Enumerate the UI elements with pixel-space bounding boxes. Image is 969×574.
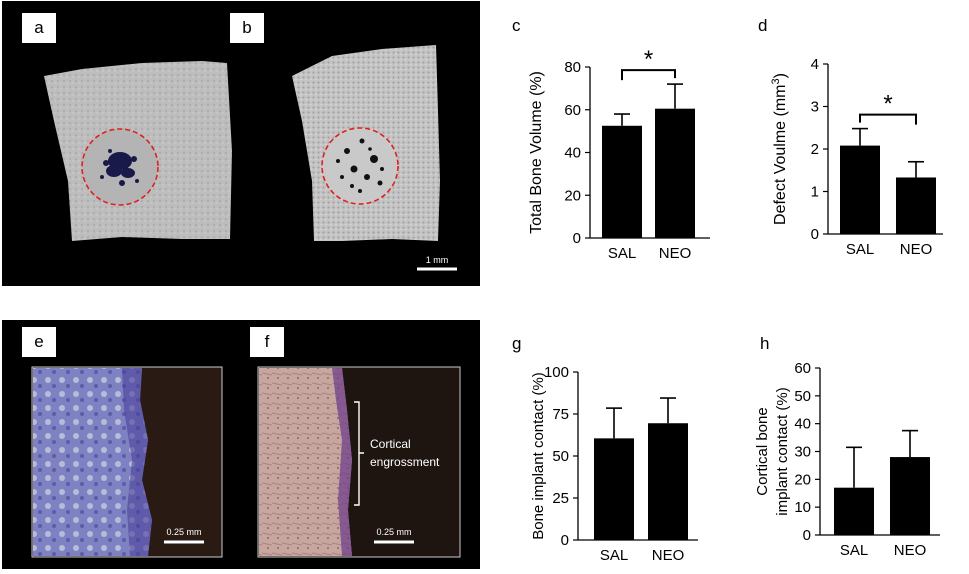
x-tick-label: NEO	[900, 241, 933, 258]
panel-label-g: g	[512, 334, 522, 353]
y-tick-label: 0	[811, 226, 819, 243]
significance-marker: *	[883, 91, 892, 118]
y-axis-label: Cortical bone	[754, 407, 771, 495]
micro-ct-images: 1 mm	[44, 45, 457, 271]
x-tick-label: SAL	[608, 245, 636, 262]
y-tick-label: 4	[811, 56, 819, 73]
scale-bar-label: 1 mm	[426, 255, 449, 265]
y-axis-label: Defect Voulme (mm3)	[770, 73, 789, 225]
chart-defect-volume: 0 1 2 3 4 Defect Voulme (mm3) SAL NEO *	[770, 56, 943, 258]
bar-neo	[648, 423, 688, 540]
scale-bar-label-f: 0.25 mm	[376, 527, 411, 537]
x-tick-label: SAL	[846, 241, 874, 258]
x-tick-label: NEO	[894, 542, 927, 559]
panel-label-e: e	[22, 327, 56, 357]
panel-label-b: b	[230, 13, 264, 43]
bar-sal	[834, 487, 874, 535]
y-tick-label: 40	[564, 145, 581, 162]
y-tick-label: 60	[794, 360, 811, 377]
histology-panel: 0.25 mm Cortical engrossment 0.25 mm e f	[2, 320, 480, 569]
annotation-line2: engrossment	[370, 455, 440, 469]
y-tick-label: 10	[794, 499, 811, 516]
y-tick-label: 75	[552, 406, 569, 423]
y-tick-label: 0	[803, 527, 811, 544]
bone-tissue-f	[259, 368, 352, 556]
x-tick-label: NEO	[652, 547, 685, 564]
y-tick-label: 30	[794, 444, 811, 461]
defect-pores-a	[100, 149, 139, 186]
y-tick-label: 0	[561, 532, 569, 549]
y-tick-label: 80	[564, 59, 581, 76]
bone-tissue-e	[33, 368, 152, 556]
y-axis-label-tail: )	[772, 73, 789, 78]
x-tick-label: SAL	[600, 547, 628, 564]
bar-neo	[896, 177, 936, 234]
bar-sal	[594, 438, 634, 540]
x-tick-label: NEO	[659, 245, 692, 262]
bar-sal	[602, 125, 642, 238]
y-tick-label: 25	[552, 490, 569, 507]
y-tick-label: 2	[811, 141, 819, 158]
panel-label-h: h	[760, 334, 770, 353]
significance-bracket	[859, 113, 917, 125]
y-axis-label: Bone implant contact (%)	[530, 372, 547, 540]
significance-marker: *	[644, 46, 653, 73]
y-axis-label: implant contact (%)	[774, 387, 791, 515]
chart-total-bone-volume: 0 20 40 60 80 Total Bone Volume (%) SAL NEO *	[528, 46, 710, 262]
y-tick-label: 3	[811, 99, 819, 116]
y-tick-label: 0	[573, 230, 581, 247]
y-tick-label: 100	[544, 364, 569, 381]
engrossment-bracket	[354, 401, 364, 506]
annotation-line1: Cortical	[370, 437, 411, 451]
y-axis-label: Total Bone Volume (%)	[528, 71, 545, 234]
y-tick-label: 20	[564, 187, 581, 204]
y-tick-label: 50	[552, 448, 569, 465]
significance-bracket	[621, 69, 676, 81]
panel-label-c: c	[512, 16, 521, 35]
chart-cortical-bone-implant-contact: 0 10 20 30 40 50 60 Cortical bone implant contac…	[754, 360, 940, 559]
defect-pores-b	[336, 138, 384, 193]
y-tick-label: 50	[794, 388, 811, 405]
bone-edge-e	[122, 368, 152, 556]
bone-edge-f	[332, 368, 352, 556]
bar-neo	[890, 457, 930, 535]
bar-neo	[655, 108, 695, 239]
panel-label-f: f	[250, 327, 284, 357]
panel-label-d: d	[758, 16, 768, 35]
x-tick-label: SAL	[840, 542, 868, 559]
y-axis-label-superscript: 3	[770, 78, 782, 84]
panel-label-a: a	[22, 13, 56, 43]
histology-images: 0.25 mm Cortical engrossment 0.25 mm	[31, 366, 461, 558]
bar-sal	[840, 145, 880, 234]
y-tick-label: 20	[794, 471, 811, 488]
micro-ct-panel: 1 mm a b	[2, 1, 480, 286]
y-tick-label: 40	[794, 416, 811, 433]
scale-bar-label-e: 0.25 mm	[166, 527, 201, 537]
y-tick-label: 1	[811, 184, 819, 201]
y-tick-label: 60	[564, 102, 581, 119]
